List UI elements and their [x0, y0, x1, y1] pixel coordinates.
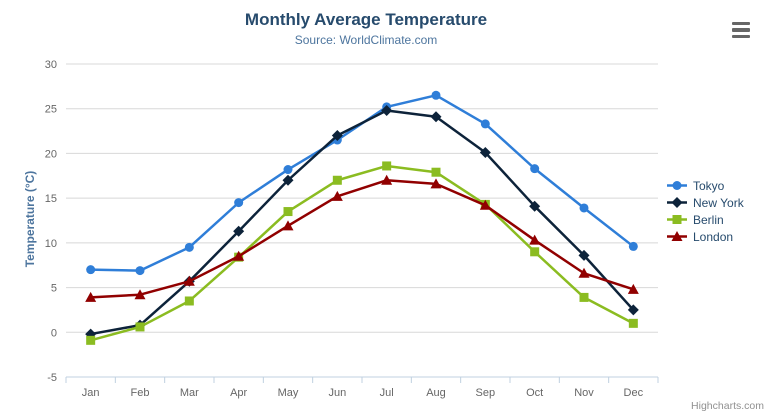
legend-symbol-marker [671, 197, 683, 208]
series-point-new-york[interactable] [578, 249, 590, 261]
series-point-tokyo[interactable] [579, 203, 589, 213]
series-point-berlin[interactable] [530, 247, 540, 257]
x-axis-category-label: Oct [526, 387, 543, 399]
legend-symbol-marker [672, 181, 682, 190]
x-axis-category-label: Jul [380, 387, 394, 399]
series-new-york [85, 105, 639, 340]
series-point-london[interactable] [134, 289, 146, 300]
series-point-london[interactable] [233, 250, 245, 261]
series-london [85, 174, 639, 302]
x-axis-category-label: Jan [82, 387, 100, 399]
series-line-london[interactable] [89, 179, 635, 299]
x-axis-category-label: Nov [574, 387, 594, 399]
y-axis-tick-label: 30 [45, 59, 57, 71]
series-point-new-york[interactable] [430, 111, 442, 123]
legend: Tokyo New York Berlin London [666, 177, 744, 245]
y-axis-tick-label: 15 [45, 193, 57, 205]
series-point-london[interactable] [381, 174, 393, 185]
series-point-new-york[interactable] [627, 304, 639, 316]
hamburger-icon [732, 21, 750, 26]
series-point-tokyo[interactable] [480, 119, 490, 129]
series-point-berlin[interactable] [382, 161, 392, 171]
series-point-london[interactable] [627, 283, 639, 294]
legend-marker-triangle-icon [667, 231, 687, 241]
series-point-london[interactable] [479, 199, 491, 210]
legend-item-london[interactable]: London [666, 228, 744, 245]
hamburger-icon [732, 28, 750, 32]
series-line-tokyo[interactable] [89, 94, 635, 272]
x-axis-category-label: Feb [131, 387, 150, 399]
series-tokyo [86, 90, 638, 276]
series-point-new-york[interactable] [233, 225, 245, 237]
chart-subtitle: Source: WorldClimate.com [294, 33, 438, 47]
y-axis-tick-label: 25 [45, 104, 57, 116]
series-point-london[interactable] [85, 291, 97, 302]
series-point-tokyo[interactable] [628, 241, 638, 251]
y-axis-tick-label: 0 [51, 327, 57, 339]
hamburger-icon [732, 34, 750, 39]
series-point-tokyo[interactable] [431, 90, 441, 100]
series-point-tokyo[interactable] [184, 242, 194, 252]
chart-title: Monthly Average Temperature [244, 10, 488, 29]
series-line-berlin[interactable] [89, 164, 635, 342]
legend-marker-square-icon [667, 215, 687, 224]
x-axis-category-label: Sep [476, 387, 496, 399]
x-axis-category-label: May [278, 387, 299, 399]
series-point-new-york[interactable] [381, 105, 393, 117]
series-point-tokyo[interactable] [234, 198, 244, 208]
series-point-new-york[interactable] [331, 130, 343, 142]
series-point-berlin[interactable] [332, 175, 342, 185]
series-point-berlin[interactable] [184, 296, 194, 306]
series-point-new-york[interactable] [282, 174, 294, 186]
series-point-london[interactable] [578, 267, 590, 278]
legend-symbol-marker [672, 215, 682, 224]
series-point-berlin[interactable] [579, 292, 589, 302]
legend-item-new-york[interactable]: New York [666, 194, 744, 211]
legend-item-berlin[interactable]: Berlin [666, 211, 744, 228]
legend-marker-circle-icon [667, 181, 687, 190]
legend-item-tokyo[interactable]: Tokyo [666, 177, 744, 194]
legend-label: London [693, 229, 734, 244]
y-axis-tick-label: 20 [45, 148, 57, 160]
legend-marker-diamond-icon [667, 197, 687, 208]
legend-label: Tokyo [693, 178, 725, 193]
y-axis-tick-label: 10 [45, 238, 57, 250]
series-point-tokyo[interactable] [86, 265, 96, 275]
series-point-berlin[interactable] [283, 207, 293, 217]
series-point-new-york[interactable] [529, 200, 541, 212]
series-point-berlin[interactable] [86, 335, 96, 345]
series-point-tokyo[interactable] [283, 165, 293, 175]
x-axis-category-label: Mar [180, 387, 199, 399]
legend-symbol-marker [671, 231, 683, 241]
series-point-london[interactable] [183, 275, 195, 286]
legend-label: New York [693, 195, 744, 210]
series-point-new-york[interactable] [479, 147, 491, 159]
series-point-tokyo[interactable] [135, 266, 145, 276]
x-axis-category-label: Aug [426, 387, 446, 399]
series-line-new-york[interactable] [89, 109, 635, 336]
series-point-berlin[interactable] [135, 322, 145, 332]
export-menu-button[interactable] [730, 18, 752, 42]
x-axis-category-label: Dec [624, 387, 644, 399]
legend-label: Berlin [693, 212, 724, 227]
series-point-london[interactable] [331, 190, 343, 201]
series-point-london[interactable] [282, 220, 294, 231]
series-point-tokyo[interactable] [530, 164, 540, 174]
y-axis-tick-label: -5 [47, 372, 57, 384]
series-point-berlin[interactable] [628, 318, 638, 328]
highcharts-credit[interactable]: Highcharts.com [691, 400, 764, 412]
x-axis-category-label: Apr [230, 387, 247, 399]
y-axis-title: Temperature (°C) [23, 170, 37, 268]
y-axis-tick-label: 5 [51, 283, 57, 295]
series-point-london[interactable] [529, 234, 541, 245]
series-point-berlin[interactable] [431, 167, 441, 177]
series-point-london[interactable] [430, 178, 442, 189]
x-axis-category-label: Jun [328, 387, 346, 399]
